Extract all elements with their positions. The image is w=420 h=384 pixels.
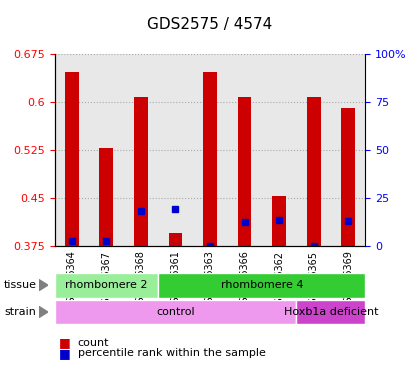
- Bar: [307, 97, 320, 246]
- Bar: [168, 233, 182, 246]
- Text: tissue: tissue: [4, 280, 37, 290]
- FancyBboxPatch shape: [158, 273, 365, 298]
- FancyBboxPatch shape: [55, 300, 297, 324]
- Bar: [272, 196, 286, 246]
- Bar: [100, 149, 113, 246]
- Text: GDS2575 / 4574: GDS2575 / 4574: [147, 17, 273, 32]
- Bar: [238, 97, 252, 246]
- Text: ■: ■: [59, 336, 71, 349]
- Text: strain: strain: [4, 307, 36, 317]
- Text: rhombomere 2: rhombomere 2: [65, 280, 148, 290]
- FancyBboxPatch shape: [297, 300, 365, 324]
- Bar: [341, 108, 355, 246]
- FancyBboxPatch shape: [55, 273, 158, 298]
- Polygon shape: [39, 280, 48, 291]
- Text: count: count: [78, 338, 109, 348]
- Text: control: control: [156, 307, 195, 317]
- Text: Hoxb1a deficient: Hoxb1a deficient: [284, 307, 378, 317]
- Bar: [134, 97, 148, 246]
- Bar: [203, 72, 217, 246]
- Text: percentile rank within the sample: percentile rank within the sample: [78, 348, 265, 358]
- Polygon shape: [39, 306, 48, 318]
- Text: rhombomere 4: rhombomere 4: [220, 280, 303, 290]
- Bar: [65, 72, 79, 246]
- Text: ■: ■: [59, 347, 71, 360]
